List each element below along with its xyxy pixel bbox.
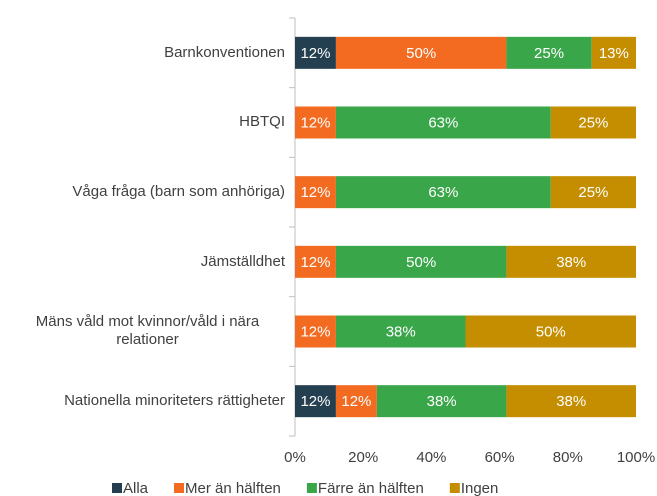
bar-segment — [550, 176, 636, 209]
bar-segment — [295, 106, 336, 139]
data-label: 50% — [406, 45, 436, 62]
data-label: 12% — [300, 45, 330, 62]
legend-swatch — [174, 483, 185, 493]
y-tick-label: HBTQI — [0, 88, 285, 158]
bar-segment — [376, 385, 507, 418]
legend-swatch — [112, 483, 122, 493]
data-label: 25% — [578, 184, 608, 201]
category-text: Jämställdhet — [200, 252, 285, 270]
data-label: 13% — [599, 45, 629, 62]
data-label: 63% — [428, 184, 458, 201]
data-label: 50% — [406, 254, 436, 271]
legend-swatch — [306, 483, 317, 493]
data-label: 12% — [300, 393, 330, 410]
y-tick-label: Mäns våld mot kvinnor/våld i nära relati… — [0, 297, 285, 367]
x-tick-label: 20% — [348, 449, 378, 466]
bar-segment — [295, 385, 336, 418]
bar-segment — [506, 36, 592, 69]
x-tick-label: 100% — [617, 449, 655, 466]
data-label: 12% — [300, 254, 330, 271]
data-label: 38% — [556, 254, 586, 271]
category-text: Nationella minoriteters rättigheter — [64, 392, 285, 410]
bar-segment — [335, 385, 377, 418]
data-label: 38% — [427, 393, 457, 410]
data-label: 50% — [536, 323, 566, 340]
x-tick-label: 80% — [553, 449, 583, 466]
bar-segment — [295, 176, 336, 209]
data-label: 12% — [341, 393, 371, 410]
y-tick-label: Jämställdhet — [0, 227, 285, 297]
bar-segment — [335, 36, 507, 69]
data-label: 25% — [578, 114, 608, 131]
x-tick-label: 60% — [485, 449, 515, 466]
y-tick-label: Barnkonventionen — [0, 18, 285, 88]
legend-swatch — [449, 483, 460, 493]
data-label: 12% — [300, 323, 330, 340]
bar-segment — [506, 245, 636, 278]
data-label: 12% — [300, 114, 330, 131]
bar-segment — [335, 315, 466, 348]
bar-segment — [506, 385, 636, 418]
data-label: 25% — [534, 45, 564, 62]
category-text: Våga fråga (barn som anhöriga) — [72, 183, 285, 201]
legend-label: Färre än hälften — [318, 480, 424, 496]
bar-segment — [295, 36, 336, 69]
y-tick-label: Nationella minoriteters rättigheter — [0, 366, 285, 436]
bar-segment — [465, 315, 636, 348]
y-tick-label: Våga fråga (barn som anhöriga) — [0, 157, 285, 227]
data-label: 38% — [556, 393, 586, 410]
category-text: Barnkonventionen — [164, 43, 285, 61]
legend-label: Alla — [123, 480, 149, 496]
data-label: 12% — [300, 184, 330, 201]
bar-segment — [591, 36, 636, 69]
bar-segment — [550, 106, 636, 139]
bar-segment — [335, 106, 551, 139]
data-label: 63% — [428, 114, 458, 131]
category-text: Mäns våld mot kvinnor/våld i nära relati… — [35, 313, 260, 349]
x-tick-label: 0% — [284, 449, 306, 466]
category-text: HBTQI — [239, 113, 285, 131]
legend-label: Mer än hälften — [185, 480, 281, 496]
bar-segment — [335, 245, 507, 278]
bar-segment — [335, 176, 551, 209]
bar-segment — [295, 315, 336, 348]
legend-label: Ingen — [461, 480, 499, 496]
bar-segment — [295, 245, 336, 278]
x-tick-label: 40% — [416, 449, 446, 466]
data-label: 38% — [386, 323, 416, 340]
